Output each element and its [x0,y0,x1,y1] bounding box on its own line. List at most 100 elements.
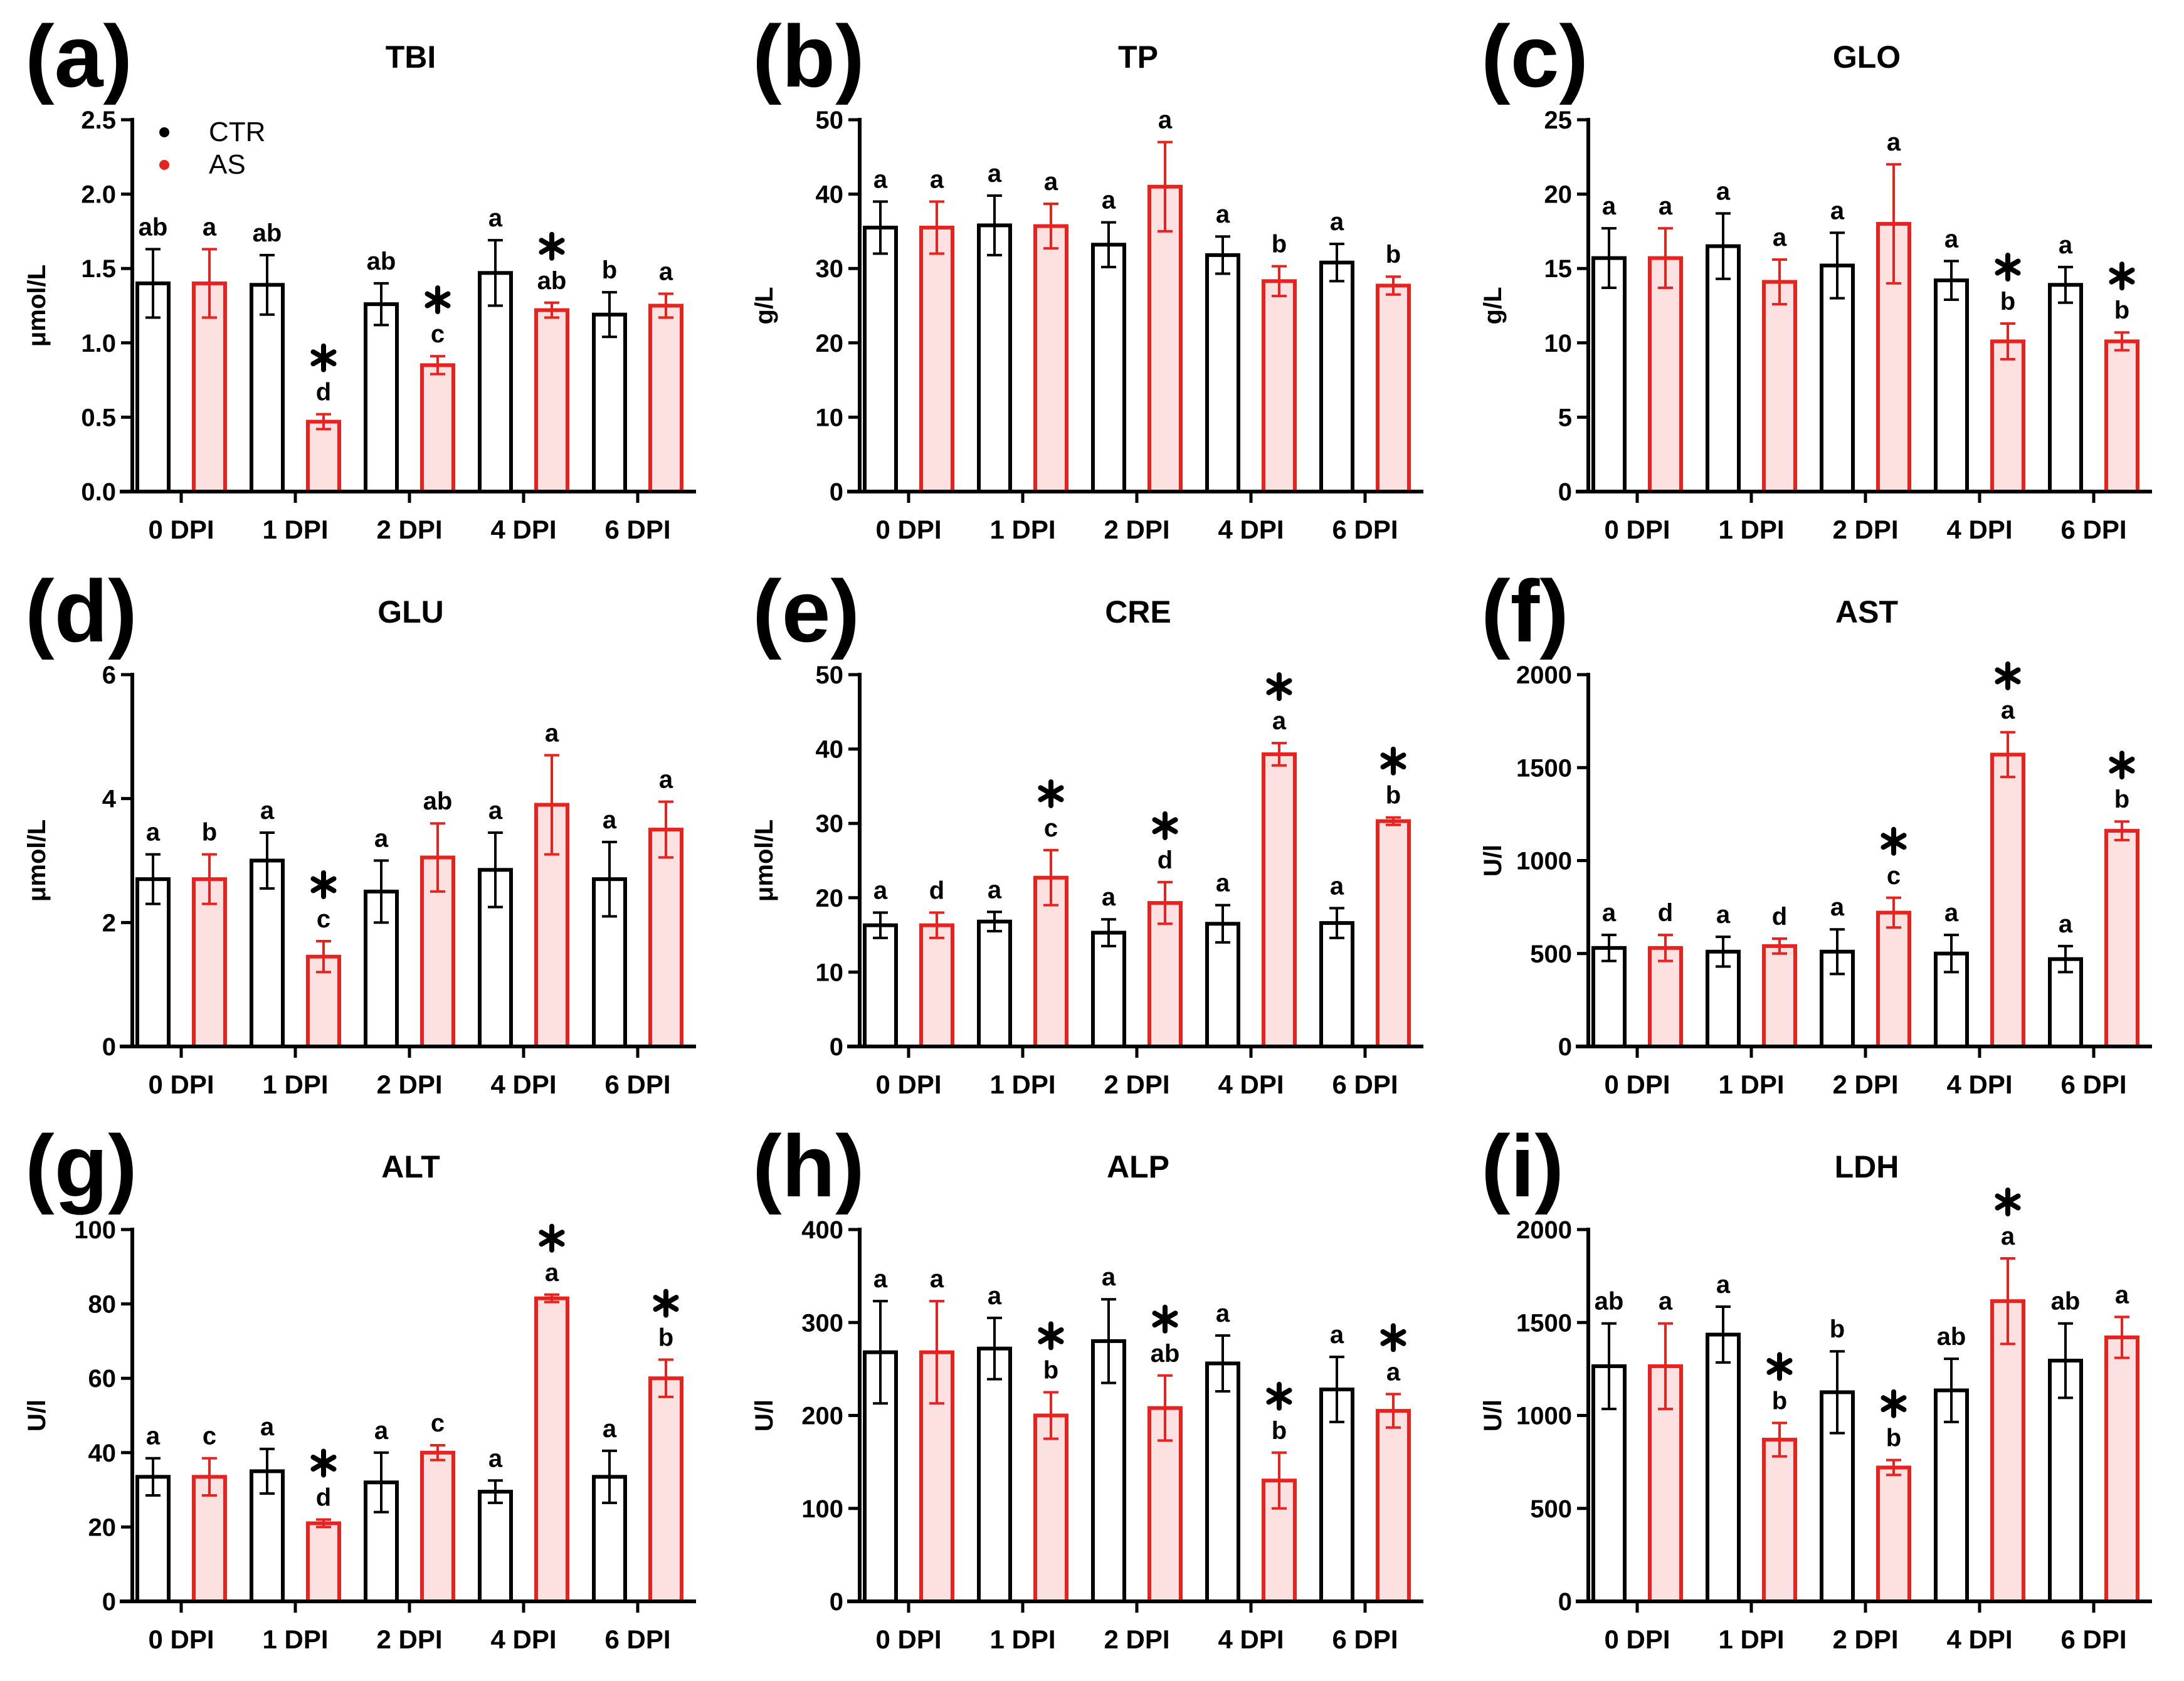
significance-letter: ab [2051,1288,2081,1315]
significance-letter: a [603,1415,617,1443]
y-tick-label: 2000 [1516,1216,1572,1244]
legend-marker-ctr [159,127,169,137]
x-tick-label: 2 DPI [376,1625,442,1654]
panel-label: (i) [1481,1117,1564,1215]
chart-title: ALT [381,1149,440,1184]
y-tick-label: 40 [88,1440,117,1467]
x-tick-label: 1 DPI [989,515,1055,544]
x-tick-label: 4 DPI [1218,1625,1284,1654]
y-tick-label: 0 [1558,478,1572,506]
significance-letter: b [1386,241,1401,268]
significance-letter: a [374,825,389,853]
significance-letter: b [2000,288,2015,315]
significance-letter: a [659,258,673,286]
y-tick-label: 400 [801,1216,843,1244]
significance-star-icon [1995,253,2021,282]
y-tick-label: 0 [830,1033,843,1061]
y-tick-label: 10 [816,959,844,986]
y-tick-label: 1.5 [81,255,116,283]
bar-ctr [478,1490,513,1603]
bar-as [534,1296,569,1603]
x-tick-label: 0 DPI [148,1625,214,1654]
bar-ctr [1091,243,1126,493]
x-tick-label: 2 DPI [1832,515,1898,544]
significance-letter: ab [423,788,453,815]
significance-letter: b [1830,1315,1845,1343]
bar-as [919,225,954,493]
y-tick-label: 2 [102,909,116,937]
significance-star-icon [1038,1321,1064,1351]
significance-letter: a [1887,129,1901,156]
x-tick-label: 0 DPI [875,515,941,544]
significance-letter: a [1773,224,1787,251]
significance-letter: a [988,1282,1002,1310]
bar-ctr [1091,930,1126,1048]
significance-letter: b [1886,1425,1901,1452]
bar-as [1262,752,1297,1048]
y-tick-label: 40 [816,181,844,209]
bar-ctr [250,283,285,493]
panel-tp: (b) TP g/L a a 0 DPI a a 1 DPI a a 2 DPI a b 4 DPI a b 6 … [751,7,1423,544]
bar-ctr [250,858,285,1048]
y-tick-label: 30 [816,255,844,283]
significance-star-icon [1881,826,1907,856]
y-tick-label: 1500 [1516,1309,1572,1337]
significance-letter: a [1216,1300,1230,1327]
y-axis-label: U/l [1479,1399,1507,1431]
bar-ctr [977,223,1012,493]
x-tick-label: 2 DPI [376,515,442,544]
y-tick-label: 0 [102,1588,116,1616]
bar-as [1990,752,2025,1048]
significance-letter: c [1887,862,1901,890]
x-tick-label: 2 DPI [1104,1625,1169,1654]
bar-as [2104,339,2139,493]
significance-star-icon [1152,1304,1178,1334]
significance-star-icon [1995,661,2021,690]
x-tick-label: 1 DPI [1718,1625,1784,1654]
bar-as [1990,339,2025,493]
significance-letter: b [658,1324,673,1352]
significance-letter: a [1216,201,1230,228]
bar-as [1762,1438,1797,1603]
significance-letter: a [1602,899,1617,927]
x-tick-label: 6 DPI [2060,1625,2126,1654]
chart-title: GLO [1833,40,1901,75]
y-tick-label: 40 [816,736,844,764]
significance-letter: a [1330,872,1344,900]
bar-ctr [1706,1332,1741,1603]
x-tick-label: 6 DPI [1332,1625,1398,1654]
chart-title: LDH [1835,1149,1899,1184]
significance-letter: d [316,379,331,406]
significance-letter: a [2001,697,2015,724]
y-tick-label: 0 [830,478,843,506]
y-tick-label: 500 [1530,941,1572,968]
bar-ctr [1091,1339,1126,1603]
x-tick-label: 0 DPI [875,1070,941,1099]
x-tick-label: 2 DPI [1832,1070,1898,1099]
y-axis-label: g/L [1479,287,1507,325]
significance-letter: ab [1595,1288,1624,1315]
significance-letter: d [1658,899,1673,927]
significance-letter: a [873,1265,888,1293]
significance-letter: a [1944,225,1959,253]
x-tick-label: 0 DPI [148,515,214,544]
significance-letter: a [988,876,1002,904]
significance-letter: a [545,719,559,747]
significance-letter: c [431,320,445,348]
significance-letter: d [1772,903,1787,930]
bar-ctr [977,1346,1012,1603]
panel-label: (g) [25,1117,137,1215]
significance-star-icon [1380,1323,1406,1352]
significance-letter: b [202,819,217,846]
significance-letter: a [2001,1223,2015,1250]
y-tick-label: 1000 [1516,1403,1572,1430]
x-tick-label: 0 DPI [148,1070,214,1099]
significance-letter: b [1043,1356,1058,1384]
significance-letter: a [374,1417,389,1445]
y-tick-label: 0.5 [81,404,116,431]
y-axis-label: g/L [751,287,778,325]
significance-letter: a [260,1413,275,1441]
